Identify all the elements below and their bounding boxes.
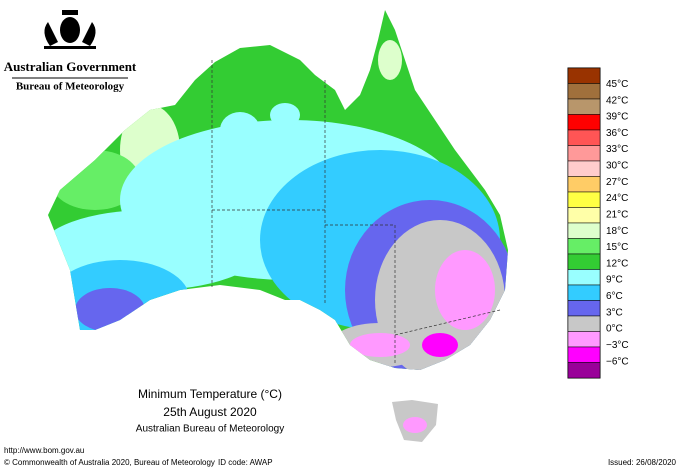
- legend-label: 21°C: [606, 209, 628, 220]
- legend-swatch: [567, 253, 601, 270]
- id-code: ID code: AWAP: [218, 458, 273, 467]
- legend-swatch: [567, 98, 601, 115]
- legend-label: 39°C: [606, 112, 628, 123]
- legend-swatch: [567, 83, 601, 100]
- legend-swatch: [567, 346, 601, 363]
- legend-swatch: [567, 129, 601, 146]
- copyright: © Commonwealth of Australia 2020, Bureau…: [4, 458, 215, 467]
- legend-swatch: [567, 238, 601, 255]
- agency: Bureau of Meteorology: [16, 81, 125, 93]
- legend-swatch: [567, 67, 601, 84]
- legend-label: 30°C: [606, 161, 628, 172]
- legend-swatch: [567, 160, 601, 177]
- legend-swatch: [567, 207, 601, 224]
- issued: Issued: 26/08/2020: [608, 458, 677, 467]
- legend-label: 12°C: [606, 258, 628, 269]
- legend-label: −3°C: [606, 340, 629, 351]
- legend-label: 36°C: [606, 128, 628, 139]
- legend-swatch: [567, 145, 601, 162]
- legend-label: 33°C: [606, 144, 628, 155]
- legend-swatch: [567, 315, 601, 332]
- url: http://www.bom.gov.au: [4, 446, 84, 455]
- legend-label: 3°C: [606, 307, 623, 318]
- legend-label: 27°C: [606, 177, 628, 188]
- government: Australian Government: [4, 59, 137, 74]
- legend-swatch: [567, 362, 601, 379]
- map-title: Minimum Temperature (°C): [138, 387, 282, 401]
- legend-label: 15°C: [606, 242, 628, 253]
- legend-swatch: [567, 222, 601, 239]
- legend-label: 18°C: [606, 226, 628, 237]
- legend-label: 6°C: [606, 291, 623, 302]
- legend-label: 9°C: [606, 275, 623, 286]
- state-borders: [211, 60, 501, 365]
- legend-swatch: [567, 176, 601, 193]
- legend-swatch: [567, 114, 601, 131]
- legend-swatch: [567, 269, 601, 286]
- legend-label: 42°C: [606, 95, 628, 106]
- legend-label: 0°C: [606, 324, 623, 335]
- legend-swatch: [567, 284, 601, 301]
- map-date: 25th August 2020: [163, 405, 257, 419]
- map-source: Australian Bureau of Meteorology: [136, 424, 284, 435]
- legend-swatch: [567, 331, 601, 348]
- legend: 45°C 42°C 39°C 36°C 33°C 30°C 27°C 24°C 21°C 18°C…: [567, 67, 629, 379]
- legend-swatch: [567, 191, 601, 208]
- legend-swatch: [567, 300, 601, 317]
- crest: [44, 10, 96, 49]
- legend-label: 24°C: [606, 193, 628, 204]
- legend-label: −6°C: [606, 356, 629, 367]
- legend-label: 45°C: [606, 79, 628, 90]
- tasmania: [392, 400, 438, 442]
